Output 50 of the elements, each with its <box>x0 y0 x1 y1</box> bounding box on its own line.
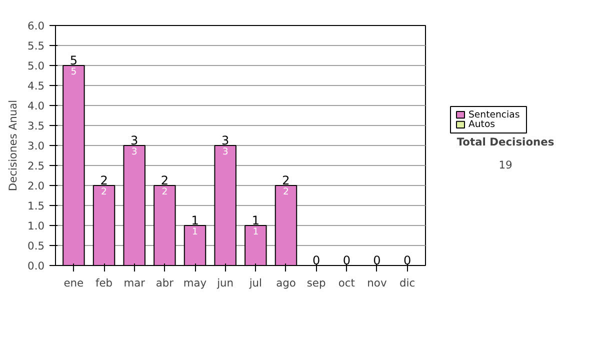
x-tick-label: ene <box>64 276 84 290</box>
y-tick-label: 3.0 <box>28 140 45 152</box>
y-tick-label: 5.0 <box>28 60 45 72</box>
data-label: 3 <box>222 146 228 158</box>
total-label: 3 <box>222 134 230 148</box>
x-tick-label: may <box>183 276 207 290</box>
x-tick-label: oct <box>338 276 355 290</box>
y-tick-label: 0.0 <box>28 260 45 272</box>
total-label: 1 <box>191 214 199 228</box>
text: 19 <box>498 158 512 172</box>
y-tick-label: 2.5 <box>28 160 45 172</box>
total-label: 2 <box>160 174 169 188</box>
text: Total Decisiones <box>456 136 554 148</box>
total-label: 1 <box>252 214 260 228</box>
data-label: 5 <box>70 66 77 78</box>
total-label: 3 <box>130 134 138 148</box>
total-label: 0 <box>403 254 412 268</box>
y-tick-label: 0.5 <box>28 240 45 252</box>
x-tick-label: jun <box>216 276 234 290</box>
y-tick-label: 2.0 <box>28 180 45 192</box>
total-label: 0 <box>373 254 381 268</box>
legend-label: Autos <box>468 119 496 130</box>
data-label: 2 <box>162 186 168 198</box>
data-label: 2 <box>101 186 107 198</box>
total-label: 0 <box>312 254 320 268</box>
x-tick-label: mar <box>124 276 146 290</box>
y-tick-label: 4.5 <box>28 80 45 92</box>
data-label: 1 <box>192 226 198 238</box>
x-tick-label: ago <box>276 276 296 290</box>
x-tick-label: feb <box>95 276 113 290</box>
data-label: 1 <box>252 226 259 238</box>
total-label: 2 <box>100 174 108 188</box>
x-tick-label: jul <box>248 276 262 290</box>
legend-label: Sentencias <box>468 109 520 120</box>
x-tick-label: dic <box>400 276 416 290</box>
data-label: 2 <box>283 186 289 198</box>
y-tick-label: 1.0 <box>28 220 45 232</box>
total-label: 0 <box>342 254 350 268</box>
y-axis-title: Decisiones Anual <box>6 100 20 192</box>
y-tick-label: 4.0 <box>28 100 45 112</box>
y-tick-label: 6.0 <box>28 20 45 32</box>
data-label: 3 <box>131 146 138 158</box>
total-label: 2 <box>282 174 290 188</box>
y-tick-label: 3.5 <box>28 120 45 132</box>
x-tick-label: sep <box>306 276 326 290</box>
x-tick-label: nov <box>367 276 387 290</box>
total-label: 5 <box>70 54 78 68</box>
y-tick-label: 5.5 <box>28 40 45 52</box>
y-tick-label: 1.5 <box>28 200 45 212</box>
x-tick-label: abr <box>156 276 174 290</box>
